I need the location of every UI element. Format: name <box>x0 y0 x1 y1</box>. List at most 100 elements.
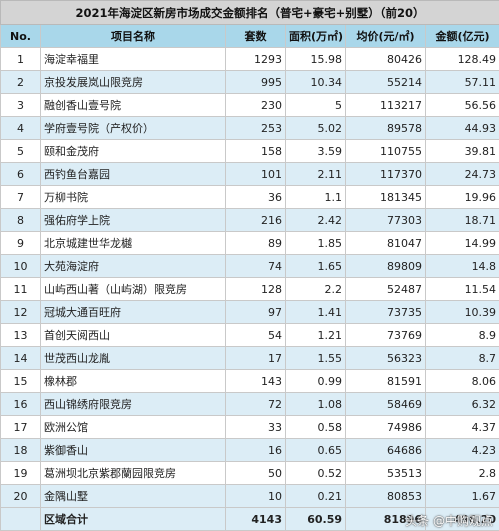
cell-price: 52487 <box>345 277 426 301</box>
table-row: 15 橡林郡 143 0.99 81591 8.06 <box>0 369 499 393</box>
table-row: 19 葛洲坝北京紫郡蘭园限竞房 50 0.52 53513 2.8 <box>0 461 499 485</box>
cell-units: 158 <box>225 139 286 163</box>
table-row: 14 世茂西山龙胤 17 1.55 56323 8.7 <box>0 346 499 370</box>
cell-units: 33 <box>225 415 286 439</box>
cell-area: 2.11 <box>285 162 346 186</box>
table-row: 8 强佑府学上院 216 2.42 77303 18.71 <box>0 208 499 232</box>
header-no: No. <box>0 24 41 48</box>
table-row: 6 西钓鱼台嘉园 101 2.11 117370 24.73 <box>0 162 499 186</box>
cell-area: 1.08 <box>285 392 346 416</box>
cell-amount: 8.06 <box>424 369 499 393</box>
cell-project-name: 大苑海淀府 <box>40 254 226 278</box>
cell-no: 18 <box>0 438 41 462</box>
cell-units: 72 <box>225 392 286 416</box>
cell-area: 5.02 <box>285 116 346 140</box>
cell-no: 2 <box>0 70 41 94</box>
cell-amount: 24.73 <box>424 162 499 186</box>
table-row: 3 融创香山壹号院 230 5 113217 56.56 <box>0 93 499 117</box>
cell-units: 230 <box>225 93 286 117</box>
cell-price: 77303 <box>345 208 426 232</box>
cell-no: 7 <box>0 185 41 209</box>
total-label: 区域合计 <box>40 507 226 531</box>
table-row: 5 颐和金茂府 158 3.59 110755 39.81 <box>0 139 499 163</box>
cell-no: 5 <box>0 139 41 163</box>
cell-price: 58469 <box>345 392 426 416</box>
cell-amount: 8.9 <box>424 323 499 347</box>
cell-price: 81591 <box>345 369 426 393</box>
cell-area: 0.21 <box>285 484 346 508</box>
cell-no: 11 <box>0 277 41 301</box>
cell-area: 5 <box>285 93 346 117</box>
cell-units: 50 <box>225 461 286 485</box>
cell-units: 253 <box>225 116 286 140</box>
cell-units: 74 <box>225 254 286 278</box>
cell-area: 1.1 <box>285 185 346 209</box>
cell-no: 19 <box>0 461 41 485</box>
table-row: 18 紫御香山 16 0.65 64686 4.23 <box>0 438 499 462</box>
cell-project-name: 学府壹号院（产权价） <box>40 116 226 140</box>
cell-area: 2.42 <box>285 208 346 232</box>
cell-project-name: 首创天阅西山 <box>40 323 226 347</box>
cell-price: 110755 <box>345 139 426 163</box>
cell-amount: 8.7 <box>424 346 499 370</box>
cell-amount: 4.37 <box>424 415 499 439</box>
cell-units: 89 <box>225 231 286 255</box>
cell-price: 181345 <box>345 185 426 209</box>
cell-amount: 2.8 <box>424 461 499 485</box>
cell-area: 1.55 <box>285 346 346 370</box>
table-row: 13 首创天阅西山 54 1.21 73769 8.9 <box>0 323 499 347</box>
cell-units: 995 <box>225 70 286 94</box>
cell-price: 80853 <box>345 484 426 508</box>
table-row: 1 海淀幸福里 1293 15.98 80426 128.49 <box>0 47 499 71</box>
cell-units: 97 <box>225 300 286 324</box>
cell-amount: 6.32 <box>424 392 499 416</box>
cell-amount: 14.99 <box>424 231 499 255</box>
table-row: 16 西山锦绣府限竞房 72 1.08 58469 6.32 <box>0 392 499 416</box>
cell-price: 117370 <box>345 162 426 186</box>
cell-no: 20 <box>0 484 41 508</box>
table-row: 20 金隅山墅 10 0.21 80853 1.67 <box>0 484 499 508</box>
cell-no: 9 <box>0 231 41 255</box>
cell-price: 89578 <box>345 116 426 140</box>
cell-price: 80426 <box>345 47 426 71</box>
cell-project-name: 融创香山壹号院 <box>40 93 226 117</box>
header-units: 套数 <box>225 24 286 48</box>
cell-price: 113217 <box>345 93 426 117</box>
cell-area: 10.34 <box>285 70 346 94</box>
total-area: 60.59 <box>285 507 346 531</box>
cell-area: 1.65 <box>285 254 346 278</box>
cell-area: 1.21 <box>285 323 346 347</box>
cell-amount: 10.39 <box>424 300 499 324</box>
header-row: No. 项目名称 套数 面积(万㎡) 均价(元/㎡) 金额(亿元) <box>0 24 499 48</box>
cell-project-name: 冠城大通百旺府 <box>40 300 226 324</box>
header-amount: 金额(亿元) <box>424 24 499 48</box>
cell-units: 10 <box>225 484 286 508</box>
cell-amount: 19.96 <box>424 185 499 209</box>
cell-area: 1.41 <box>285 300 346 324</box>
cell-area: 15.98 <box>285 47 346 71</box>
cell-project-name: 紫御香山 <box>40 438 226 462</box>
total-price: 81896 <box>345 507 426 531</box>
table-row: 11 山屿西山著（山屿湖）限竞房 128 2.2 52487 11.54 <box>0 277 499 301</box>
cell-project-name: 山屿西山著（山屿湖）限竞房 <box>40 277 226 301</box>
cell-amount: 56.56 <box>424 93 499 117</box>
cell-no: 17 <box>0 415 41 439</box>
cell-price: 53513 <box>345 461 426 485</box>
table-row: 9 北京城建世华龙樾 89 1.85 81047 14.99 <box>0 231 499 255</box>
table-title: 2021年海淀区新房市场成交金额排名（普宅+豪宅+别墅）（前20） <box>0 0 499 25</box>
cell-no: 1 <box>0 47 41 71</box>
cell-units: 36 <box>225 185 286 209</box>
total-row: 区域合计 4143 60.59 81896 496.20 <box>0 507 499 531</box>
cell-area: 0.99 <box>285 369 346 393</box>
cell-project-name: 北京城建世华龙樾 <box>40 231 226 255</box>
cell-project-name: 西钓鱼台嘉园 <box>40 162 226 186</box>
table-row: 12 冠城大通百旺府 97 1.41 73735 10.39 <box>0 300 499 324</box>
cell-price: 55214 <box>345 70 426 94</box>
cell-price: 73735 <box>345 300 426 324</box>
cell-project-name: 海淀幸福里 <box>40 47 226 71</box>
header-price: 均价(元/㎡) <box>345 24 426 48</box>
watermark-text: 头条 @中购观点 <box>405 514 493 528</box>
cell-project-name: 金隅山墅 <box>40 484 226 508</box>
cell-no: 16 <box>0 392 41 416</box>
